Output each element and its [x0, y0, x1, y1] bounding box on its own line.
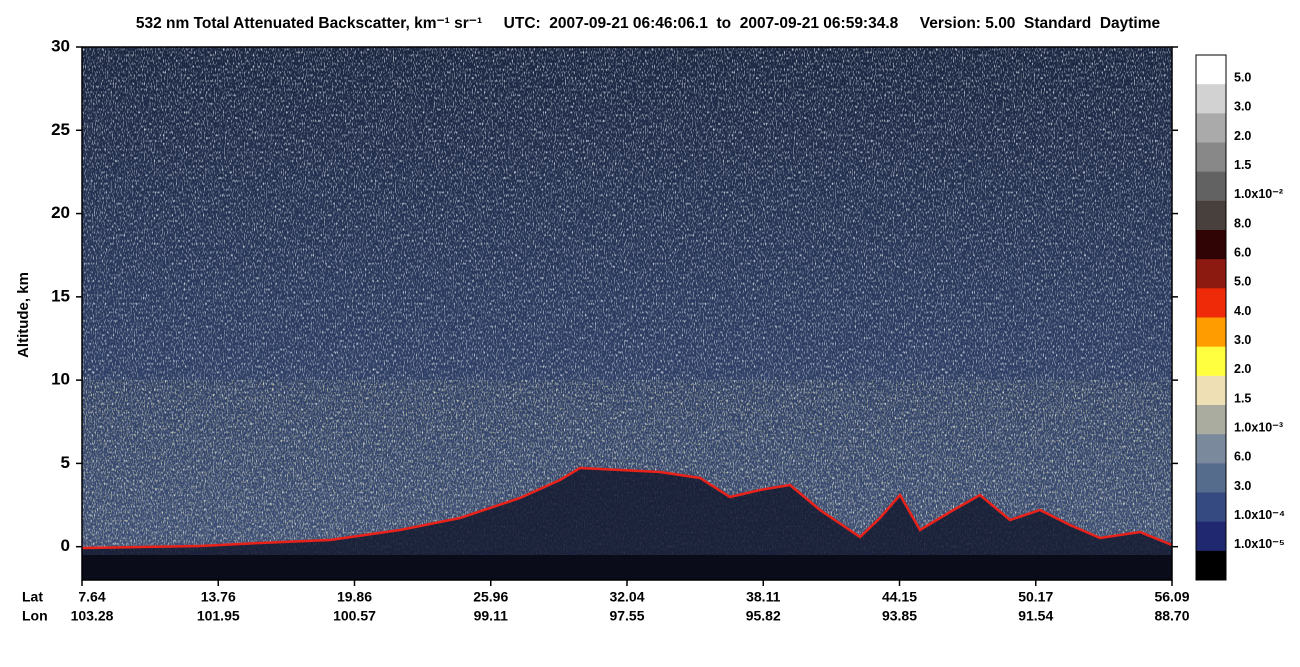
terrain — [82, 468, 1172, 555]
colorbar-label: 2.0 — [1234, 129, 1251, 143]
colorbar-swatch — [1196, 375, 1226, 406]
x-tick-label: 100.57 — [333, 608, 376, 624]
colorbar-swatch — [1196, 230, 1226, 260]
y-tick-label: 30 — [51, 36, 70, 55]
colorbar-swatch — [1196, 142, 1226, 173]
y-tick-label: 0 — [61, 536, 70, 555]
colorbar-label: 1.0x10⁻⁵ — [1234, 537, 1285, 551]
x-tick-label: 95.82 — [746, 608, 781, 624]
colorbar-label: 4.0 — [1234, 304, 1251, 318]
plot-area — [81, 46, 1173, 581]
y-tick-label: 20 — [51, 203, 70, 222]
x-tick-label: 97.55 — [609, 608, 644, 624]
colorbar-label: 6.0 — [1234, 450, 1251, 464]
subsurface — [82, 555, 1172, 580]
colorbar-swatch — [1196, 171, 1226, 202]
colorbar-swatch — [1196, 492, 1226, 523]
x-tick-label: 7.64 — [78, 589, 105, 605]
x-row-label: Lon — [22, 608, 48, 624]
x-tick-label: 99.11 — [474, 608, 508, 624]
colorbar-swatch — [1196, 84, 1226, 114]
x-tick-label: 19.86 — [337, 589, 372, 605]
x-tick-label: 44.15 — [882, 589, 917, 605]
colorbar-label: 5.0 — [1234, 275, 1251, 289]
colorbar-label: 1.0x10⁻² — [1234, 187, 1283, 201]
colorbar-label: 1.5 — [1234, 391, 1251, 405]
colorbar-swatch — [1196, 434, 1226, 464]
x-tick-label: 103.28 — [71, 608, 114, 624]
x-tick-label: 25.96 — [473, 589, 508, 605]
colorbar-swatch — [1196, 405, 1226, 435]
colorbar-label: 1.0x10⁻³ — [1234, 420, 1283, 434]
x-tick-label: 13.76 — [201, 589, 236, 605]
x-row-label: Lat — [22, 589, 43, 605]
x-tick-label: 50.17 — [1018, 589, 1053, 605]
colorbar-swatch — [1196, 550, 1226, 581]
colorbar-swatch — [1196, 200, 1226, 231]
colorbar-swatch — [1196, 317, 1226, 348]
colorbar-swatch — [1196, 259, 1226, 289]
x-tick-label: 56.09 — [1154, 589, 1189, 605]
colorbar-swatch — [1196, 346, 1226, 377]
colorbar-label: 8.0 — [1234, 216, 1251, 230]
y-tick-label: 25 — [51, 120, 70, 139]
colorbar-label: 3.0 — [1234, 479, 1251, 493]
y-axis-label: Altitude, km — [15, 272, 32, 358]
surface-line — [81, 466, 1173, 550]
colorbar-swatch — [1196, 113, 1226, 143]
colorbar-swatch — [1196, 55, 1226, 85]
x-tick-label: 38.11 — [746, 589, 780, 605]
colorbar-swatch — [1196, 463, 1226, 493]
y-tick-label: 15 — [51, 286, 70, 305]
x-tick-label: 93.85 — [882, 608, 917, 624]
colorbar-frame — [1195, 54, 1227, 581]
x-tick-label: 32.04 — [609, 589, 644, 605]
x-tick-label: 101.95 — [197, 608, 240, 624]
y-tick-label: 10 — [51, 370, 70, 389]
x-tick-label: 88.70 — [1154, 608, 1189, 624]
colorbar-label: 1.0x10⁻⁴ — [1234, 508, 1285, 522]
x-tick-label: 91.54 — [1018, 608, 1053, 624]
chart-title: 532 nm Total Attenuated Backscatter, km⁻… — [136, 15, 1161, 32]
colorbar-label: 2.0 — [1234, 362, 1251, 376]
colorbar-swatch — [1196, 521, 1226, 552]
colorbar-label: 3.0 — [1234, 333, 1251, 347]
colorbar-label: 1.5 — [1234, 158, 1251, 172]
colorbar-label: 6.0 — [1234, 245, 1251, 259]
colorbar-swatch — [1196, 288, 1226, 318]
y-tick-label: 5 — [61, 453, 70, 472]
colorbar-label: 3.0 — [1234, 100, 1251, 114]
colorbar-label: 5.0 — [1234, 70, 1251, 84]
